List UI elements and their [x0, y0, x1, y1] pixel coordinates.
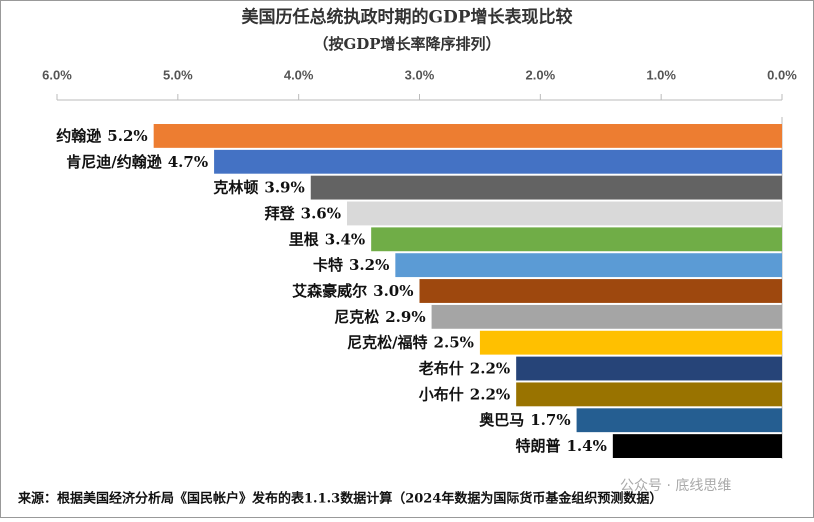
- value-label: 3.9%: [264, 179, 304, 197]
- bar: [516, 382, 782, 407]
- value-label: 3.2%: [349, 256, 389, 274]
- category-label: 克林顿: [213, 179, 258, 197]
- bar: [516, 356, 782, 381]
- value-label: 2.9%: [385, 308, 425, 326]
- bar: [612, 434, 782, 458]
- value-label: 3.4%: [325, 230, 365, 248]
- category-label: 奥巴马: [479, 411, 524, 429]
- category-label: 艾森豪威尔: [292, 282, 367, 300]
- category-label: 老布什: [418, 360, 464, 378]
- bar: [419, 279, 782, 303]
- value-label: 1.7%: [530, 411, 570, 429]
- category-label: 小布什: [419, 385, 464, 403]
- bar: [576, 408, 782, 433]
- bar: [371, 227, 782, 252]
- bar: [310, 175, 782, 200]
- value-label: 1.4%: [566, 437, 606, 455]
- x-tick-label: 4.0%: [284, 67, 314, 82]
- value-label: 2.2%: [470, 360, 510, 378]
- value-label: 4.7%: [168, 153, 208, 171]
- category-label: 约翰逊: [56, 127, 101, 145]
- x-tick-label: 1.0%: [646, 67, 676, 82]
- value-label: 3.6%: [301, 204, 341, 222]
- x-tick-label: 0.0%: [767, 67, 797, 82]
- x-tick-label: 6.0%: [42, 67, 72, 82]
- x-tick-label: 3.0%: [405, 67, 435, 82]
- category-label: 卡特: [313, 256, 343, 274]
- x-tick-label: 5.0%: [163, 67, 193, 82]
- bar: [214, 149, 783, 174]
- watermark: 公众号 · 底线思维: [620, 478, 731, 494]
- bar: [153, 124, 782, 148]
- category-label: 里根: [289, 230, 319, 248]
- category-label: 特朗普: [515, 437, 560, 455]
- category-label: 尼克松: [334, 308, 379, 326]
- bar: [347, 201, 782, 226]
- chart-title: 美国历任总统执政时期的GDP增长表现比较: [241, 7, 572, 28]
- value-label: 2.2%: [470, 385, 510, 403]
- x-tick-label: 2.0%: [526, 67, 556, 82]
- value-label: 2.5%: [434, 334, 474, 352]
- value-label: 5.2%: [107, 127, 147, 145]
- bar: [479, 330, 782, 355]
- category-label: 拜登: [265, 204, 296, 222]
- value-label: 3.0%: [373, 282, 413, 300]
- source-note: 来源：根据美国经济分析局《国民帐户》发布的表1.1.3数据计算（2024年数据为…: [17, 491, 662, 507]
- category-label: 肯尼迪/约翰逊: [66, 153, 161, 171]
- category-label: 尼克松/福特: [347, 334, 427, 352]
- bar: [431, 304, 782, 329]
- chart-subtitle: （按GDP增长率降序排列）: [313, 35, 500, 53]
- bar: [395, 253, 782, 278]
